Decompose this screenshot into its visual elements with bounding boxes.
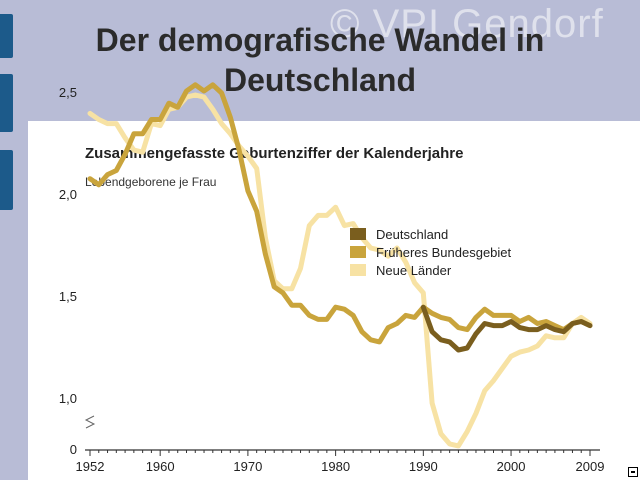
series-line-0	[87, 92, 593, 449]
legend-swatch-2	[350, 264, 366, 276]
legend: Deutschland Früheres Bundesgebiet Neue Län…	[350, 227, 512, 278]
side-tab-2[interactable]	[0, 74, 13, 132]
chart-panel	[28, 121, 640, 480]
x-tick-label-4: 1990	[409, 459, 438, 474]
slide-title-line-1: Der demografische Wandel in	[95, 22, 545, 58]
slide-title-line-2: Deutschland	[223, 62, 417, 98]
y-axis-label: Lebendgeborene je Frau	[85, 175, 216, 189]
series-lines	[87, 82, 593, 449]
slide-title: Der demografische Wandel in Deutschland	[30, 20, 610, 100]
x-tick-label-1: 1960	[146, 459, 175, 474]
x-tick-label-0: 1952	[76, 459, 105, 474]
x-tick-label-5: 2000	[497, 459, 526, 474]
side-tab-3[interactable]	[0, 150, 13, 210]
series-line-1	[87, 82, 593, 345]
legend-label-1: Früheres Bundesgebiet	[376, 245, 512, 260]
x-tick-label-2: 1970	[233, 459, 262, 474]
legend-swatch-1	[350, 246, 366, 258]
legend-swatch-0	[350, 228, 366, 240]
slide-menu-button[interactable]	[628, 467, 638, 477]
chart-title: Zusammengefasste Geburtenziffer der Kale…	[85, 145, 463, 162]
series-line-2	[420, 304, 593, 353]
axis-break-mark	[84, 415, 96, 429]
watermark: © VPI Gendorf	[330, 2, 604, 46]
y-tick-label-1: 1,0	[59, 391, 77, 406]
x-tick-label-3: 1980	[321, 459, 350, 474]
y-tick-label-0: 0	[70, 442, 77, 457]
y-tick-label-2: 1,5	[59, 289, 77, 304]
y-tick-label-4: 2,5	[59, 85, 77, 100]
side-tab-1[interactable]	[0, 14, 13, 58]
legend-label-0: Deutschland	[376, 227, 448, 242]
x-tick-label-6: 2009	[576, 459, 605, 474]
y-tick-label-3: 2,0	[59, 187, 77, 202]
axes: 01,01,52,02,53,0195219601970198019902000…	[59, 85, 605, 474]
legend-label-2: Neue Länder	[376, 263, 452, 278]
